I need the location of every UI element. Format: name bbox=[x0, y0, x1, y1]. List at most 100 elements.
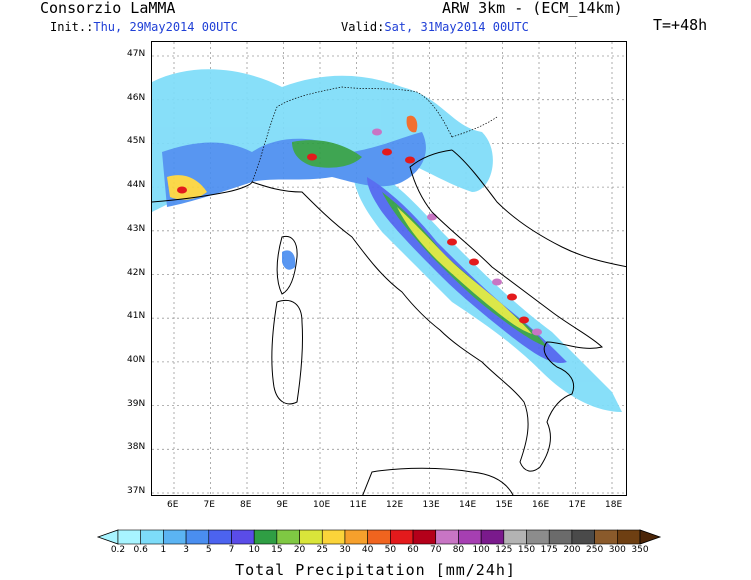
colorbar-swatch bbox=[185, 529, 210, 545]
precip-core bbox=[372, 128, 382, 136]
colorbar-tick-label: 20 bbox=[293, 545, 306, 555]
colorbar-tick-label: 1 bbox=[160, 545, 167, 555]
lon-label-6E: 6E bbox=[167, 500, 179, 510]
init-row: Init.:Thu, 29May2014 00UTC bbox=[50, 21, 238, 33]
colorbar-swatch bbox=[163, 529, 187, 545]
colorbar-swatch bbox=[344, 529, 368, 545]
lon-label-18E: 18E bbox=[605, 500, 623, 510]
valid-value: Sat, 31May2014 00UTC bbox=[384, 20, 529, 34]
colorbar-tick-label: 200 bbox=[563, 545, 581, 555]
colorbar bbox=[96, 529, 662, 545]
precip-apennines-green bbox=[382, 192, 547, 347]
national-borders bbox=[251, 86, 498, 183]
colorbar-tick-label: 30 bbox=[339, 545, 351, 555]
map-canvas bbox=[152, 42, 626, 495]
precip-core bbox=[447, 238, 457, 246]
sicily-coast bbox=[362, 467, 514, 495]
lon-label-17E: 17E bbox=[568, 500, 586, 510]
colorbar-tick-label: 125 bbox=[495, 545, 513, 555]
valid-label: Valid: bbox=[341, 20, 385, 34]
colorbar-swatch bbox=[208, 529, 232, 545]
lon-label-10E: 10E bbox=[313, 500, 331, 510]
colorbar-left-arrow bbox=[96, 529, 119, 545]
precip-field bbox=[152, 69, 622, 412]
precip-core bbox=[427, 213, 437, 221]
forecast-step: T=+48h bbox=[653, 16, 708, 34]
colorbar-tick-label: 175 bbox=[540, 545, 558, 555]
colorbar-swatch bbox=[594, 529, 618, 545]
colorbar-title: Total Precipitation [mm/24h] bbox=[235, 561, 516, 579]
colorbar-swatch bbox=[276, 529, 300, 545]
valid-row: Valid:Sat, 31May2014 00UTC bbox=[341, 21, 529, 33]
lat-label-39N: 39N bbox=[127, 398, 146, 409]
precip-alps-broad bbox=[152, 69, 493, 212]
colorbar-swatch bbox=[299, 529, 323, 545]
lat-label-43N: 43N bbox=[127, 223, 146, 234]
precip-core bbox=[507, 293, 517, 301]
lat-label-42N: 42N bbox=[127, 267, 146, 278]
colorbar-swatch bbox=[435, 529, 459, 545]
lon-label-12E: 12E bbox=[386, 500, 404, 510]
colorbar-tick-label: 15 bbox=[271, 545, 283, 555]
lat-label-41N: 41N bbox=[127, 311, 146, 322]
colorbar-tick-label: 60 bbox=[407, 545, 419, 555]
lon-label-14E: 14E bbox=[459, 500, 477, 510]
precip-core bbox=[307, 153, 317, 161]
lon-label-9E: 9E bbox=[276, 500, 288, 510]
precip-core bbox=[492, 278, 502, 286]
colorbar-tick-label: 80 bbox=[452, 545, 465, 555]
colorbar-swatch bbox=[526, 529, 550, 545]
precipitation-map bbox=[151, 41, 627, 496]
colorbar-tick-label: 50 bbox=[384, 545, 397, 555]
colorbar-swatch bbox=[458, 529, 482, 545]
colorbar-right-arrow bbox=[639, 529, 662, 545]
precip-corsica bbox=[282, 250, 296, 270]
precip-cores bbox=[177, 128, 542, 336]
precip-alps-mid bbox=[162, 132, 426, 207]
coastlines bbox=[152, 149, 626, 495]
init-label: Init.: bbox=[50, 20, 94, 34]
france-coast bbox=[152, 181, 253, 203]
colorbar-tick-label: 0.6 bbox=[133, 545, 148, 555]
colorbar-swatch bbox=[367, 529, 391, 545]
lat-label-37N: 37N bbox=[127, 486, 146, 496]
lon-label-15E: 15E bbox=[495, 500, 513, 510]
balkan-coast bbox=[451, 149, 626, 268]
colorbar-tick-label: 150 bbox=[517, 545, 536, 555]
lat-label-46N: 46N bbox=[127, 92, 146, 103]
institution-title: Consorzio LaMMA bbox=[40, 0, 176, 17]
colorbar-tick-label: 300 bbox=[608, 545, 626, 555]
colorbar-tick-label: 40 bbox=[361, 545, 374, 555]
model-title: ARW 3km - (ECM_14km) bbox=[442, 0, 623, 17]
colorbar-swatch bbox=[140, 529, 164, 545]
colorbar-swatch bbox=[571, 529, 595, 545]
init-value: Thu, 29May2014 00UTC bbox=[93, 20, 238, 34]
slovenia-border bbox=[451, 116, 498, 138]
colorbar-tick-label: 10 bbox=[248, 545, 260, 555]
lat-label-47N: 47N bbox=[127, 49, 146, 59]
colorbar-swatch bbox=[617, 529, 641, 545]
precip-core bbox=[405, 156, 415, 164]
precip-core bbox=[177, 186, 187, 194]
precip-core bbox=[382, 148, 392, 156]
lon-label-8E: 8E bbox=[240, 500, 252, 510]
lat-label-40N: 40N bbox=[127, 354, 146, 365]
lon-label-7E: 7E bbox=[203, 500, 215, 510]
sardinia-coast bbox=[271, 299, 304, 405]
precip-apennines-yellow bbox=[397, 207, 532, 334]
lon-label-13E: 13E bbox=[422, 500, 440, 510]
colorbar-swatch bbox=[231, 529, 255, 545]
lat-label-38N: 38N bbox=[127, 442, 146, 453]
colorbar-swatch bbox=[117, 529, 141, 545]
corsica-coast bbox=[276, 235, 298, 295]
colorbar-swatch bbox=[390, 529, 414, 545]
precip-core bbox=[469, 258, 479, 266]
colorbar-swatch bbox=[480, 529, 505, 545]
colorbar-tick-label: 5 bbox=[205, 545, 212, 555]
lat-label-45N: 45N bbox=[127, 136, 146, 147]
lat-label-44N: 44N bbox=[127, 180, 146, 191]
precip-provence bbox=[167, 175, 207, 200]
precip-ligurian bbox=[292, 140, 362, 168]
colorbar-tick-label: 0.2 bbox=[110, 545, 126, 555]
colorbar-tick-label: 70 bbox=[430, 545, 442, 555]
